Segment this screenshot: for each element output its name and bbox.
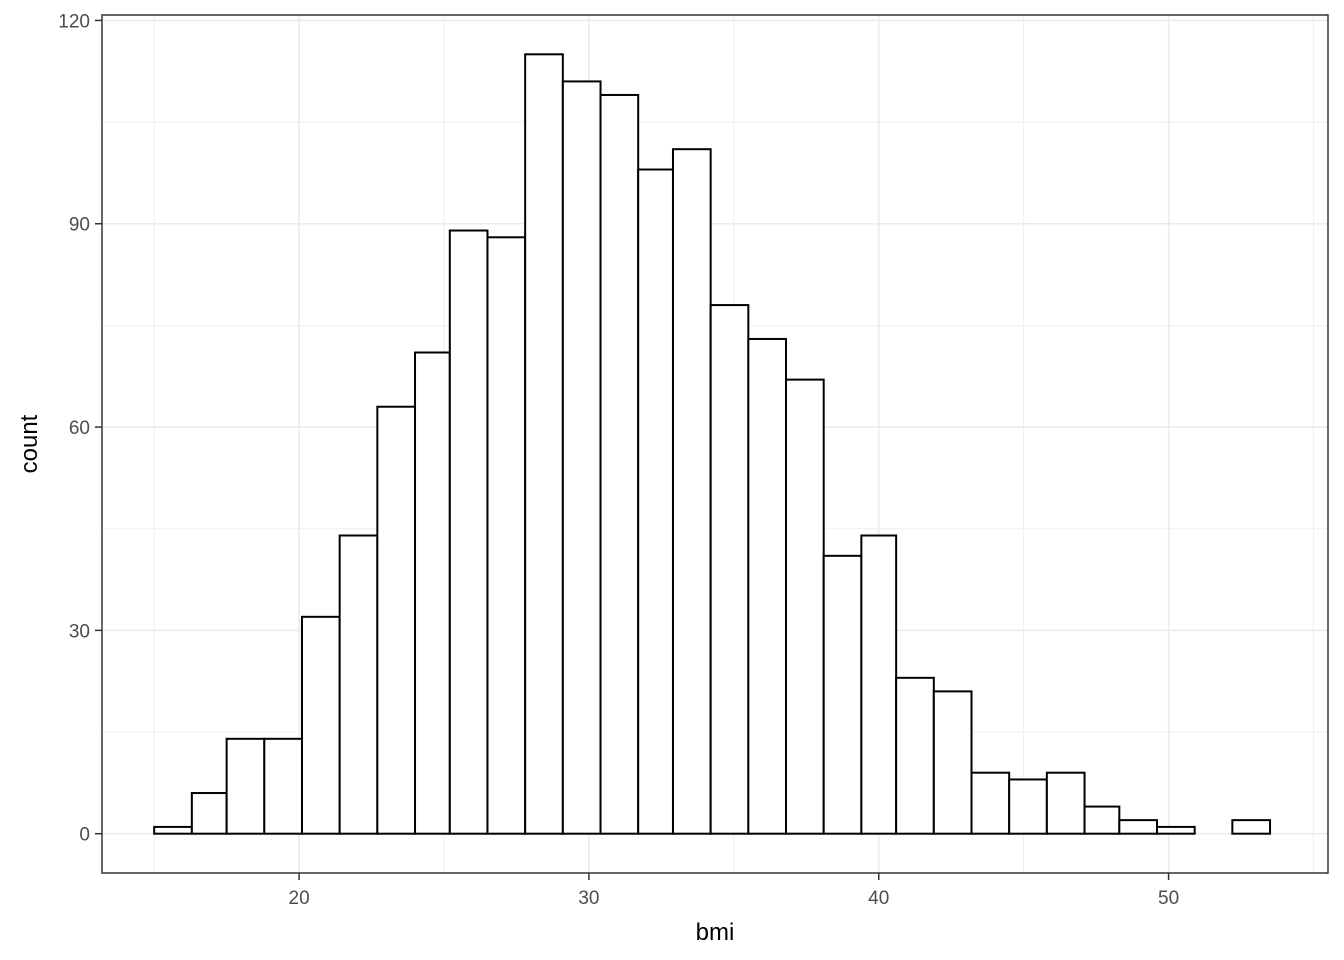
x-axis: 20 30 40 50 <box>289 873 1179 909</box>
y-axis: 0 30 60 90 120 <box>58 11 102 846</box>
histogram-bar <box>1045 771 1086 835</box>
y-tick-label: 120 <box>58 11 90 32</box>
histogram-bar <box>300 615 341 835</box>
histogram-bar <box>785 378 825 835</box>
panel-border <box>101 14 1329 874</box>
histogram-bar <box>376 405 417 835</box>
x-tick-label: 40 <box>868 888 889 909</box>
histogram-bar <box>338 534 379 835</box>
x-tick-label: 50 <box>1158 888 1179 909</box>
histogram-bar <box>709 304 750 835</box>
y-tick-label: 0 <box>79 825 90 846</box>
histogram-bar <box>637 168 674 835</box>
x-tick-label: 20 <box>289 888 310 909</box>
histogram-bar <box>190 792 228 835</box>
histogram-bar <box>599 93 640 835</box>
histogram-bar <box>671 148 712 835</box>
y-tick-label: 60 <box>69 418 90 439</box>
histogram-bar <box>1231 819 1272 835</box>
histogram-bar <box>561 80 602 835</box>
histogram-bar <box>153 825 193 835</box>
histogram-bar <box>1155 825 1196 835</box>
histogram-bar <box>970 771 1011 835</box>
histogram-bar <box>932 690 973 835</box>
histogram-bar <box>822 554 863 835</box>
histogram-bar <box>225 737 266 835</box>
histogram-bar <box>524 53 564 835</box>
x-tick-label: 30 <box>578 888 599 909</box>
y-axis-title: count <box>16 414 43 473</box>
histogram-bar <box>747 337 788 835</box>
histogram-bar <box>263 737 303 835</box>
histogram-bar <box>414 351 451 835</box>
histogram-bar <box>895 676 935 835</box>
histogram-bar <box>448 229 489 835</box>
y-tick-label: 90 <box>69 215 90 236</box>
histogram-bar <box>1083 805 1121 835</box>
histogram-bar <box>1008 778 1048 835</box>
histogram-bar <box>486 236 527 835</box>
histogram-bar <box>860 534 898 835</box>
histogram-bars <box>153 53 1272 835</box>
histogram-bar <box>1118 819 1158 835</box>
x-axis-title: bmi <box>696 919 735 946</box>
y-tick-label: 30 <box>69 621 90 642</box>
